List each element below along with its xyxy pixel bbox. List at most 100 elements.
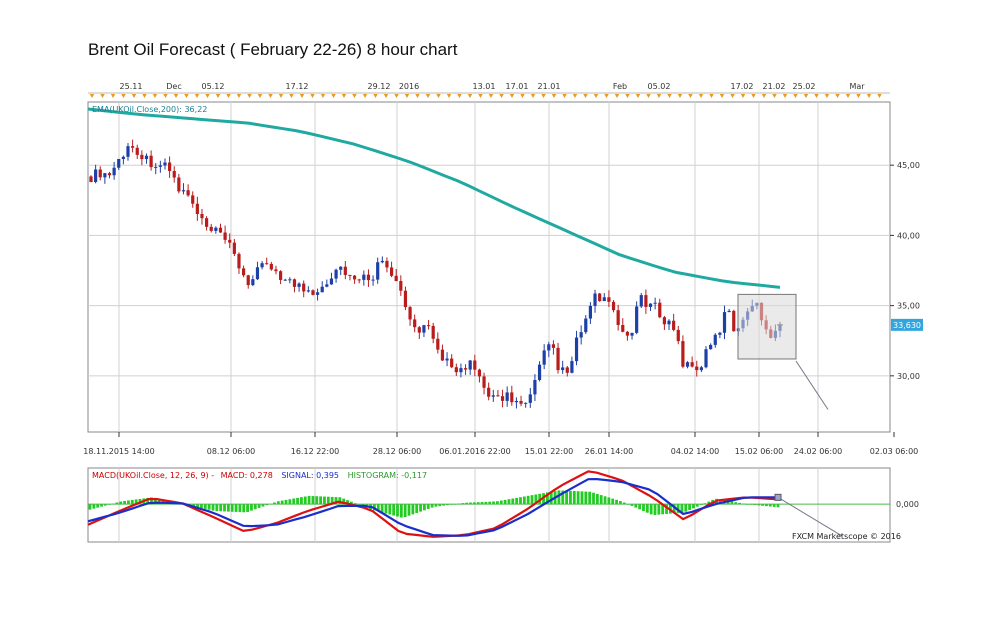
candle-body: [630, 332, 634, 336]
histogram-bar: [665, 504, 668, 514]
histogram-bar: [376, 504, 380, 512]
candle-body: [463, 368, 468, 370]
top-axis-marker: [740, 94, 746, 98]
price-forecast-line: [795, 360, 829, 410]
histogram-bar: [761, 504, 765, 506]
histogram-bar: [96, 504, 100, 508]
candle-body: [325, 284, 329, 287]
candle-body: [482, 376, 486, 388]
histogram-bar: [330, 496, 334, 505]
candle-body: [403, 290, 408, 308]
candle-body: [385, 260, 389, 268]
candle-body: [510, 392, 514, 403]
histogram-bar: [557, 490, 561, 505]
histogram-bar: [323, 496, 326, 505]
histogram-bar: [442, 504, 446, 506]
candle-body: [246, 275, 250, 286]
candle-body: [551, 344, 556, 348]
histogram-bar: [484, 501, 488, 505]
candle-body: [112, 167, 116, 176]
candle-body: [426, 325, 431, 327]
histogram-bar: [422, 504, 426, 511]
top-axis-marker: [446, 94, 452, 98]
histogram-bar: [134, 499, 138, 505]
top-axis-marker: [835, 94, 840, 98]
candle-body: [565, 367, 569, 373]
candle-body: [334, 269, 338, 279]
histogram-bar: [461, 503, 465, 505]
histogram-bar: [622, 502, 626, 505]
candle-body: [168, 162, 172, 171]
histogram-bar: [211, 504, 215, 511]
candle-body: [625, 331, 630, 336]
histogram-bar: [157, 498, 161, 505]
price-ytick-label: 45,00: [897, 161, 920, 170]
histogram-bar: [503, 499, 507, 505]
candle-body: [154, 166, 158, 168]
top-axis-marker: [373, 94, 378, 98]
histogram-bar: [346, 500, 349, 505]
candle-body: [399, 281, 403, 291]
top-axis-marker: [331, 94, 336, 98]
top-date-label: 21.02: [763, 82, 786, 91]
histogram-bar: [642, 504, 645, 512]
candle-body: [533, 379, 537, 395]
candle-body: [722, 312, 727, 333]
top-date-label: 25.02: [793, 82, 816, 91]
candle-body: [542, 350, 546, 365]
top-axis-marker: [709, 94, 714, 98]
candle-body: [352, 275, 357, 280]
histogram-bar: [215, 504, 219, 512]
histogram-bar: [123, 500, 126, 505]
histogram-bar: [261, 504, 265, 507]
top-axis-marker: [677, 94, 683, 98]
candle-body: [283, 279, 287, 281]
candle-body: [519, 400, 523, 404]
top-axis-marker: [509, 94, 515, 98]
bottom-date-label: 08.12 06:00: [207, 447, 256, 456]
macd-panel: MACD(UKOil.Close, 12, 26, 9) - MACD: 0,2…: [87, 467, 919, 543]
histogram-bar: [200, 504, 203, 509]
histogram-bar: [776, 504, 780, 508]
candle-body: [357, 279, 361, 281]
top-date-label: Dec: [166, 82, 181, 91]
top-axis-marker: [131, 94, 137, 98]
candle-body: [505, 392, 509, 401]
top-axis-marker: [656, 94, 662, 98]
candle-body: [699, 367, 703, 371]
top-axis-marker: [803, 94, 809, 98]
candle-body: [311, 290, 315, 295]
histogram-bar: [515, 497, 519, 505]
histogram-bar: [676, 504, 680, 513]
histogram-bar: [657, 504, 661, 515]
candle-body: [255, 267, 260, 280]
candle-body: [195, 203, 199, 214]
top-date-label: 17.01: [506, 82, 529, 91]
histogram-bar: [707, 501, 711, 505]
candle-body: [191, 195, 195, 204]
candle-body: [561, 367, 565, 371]
candle-body: [274, 269, 278, 272]
candle-body: [265, 263, 269, 265]
candle-body: [172, 170, 176, 178]
candle-body: [685, 362, 690, 367]
candle-body: [214, 227, 218, 231]
price-ytick-label: 35,00: [897, 302, 920, 311]
top-axis-marker: [226, 94, 231, 98]
histogram-bar: [415, 504, 419, 513]
candle-body: [94, 169, 98, 183]
price-panel: EMA(UKOil.Close,200): 36,22 45,00 40,00 35…: [87, 101, 923, 433]
top-axis-marker: [89, 94, 95, 98]
candle-body: [223, 232, 227, 240]
top-axis-marker: [866, 94, 872, 98]
candle-body: [514, 400, 519, 403]
histogram-bar: [480, 502, 484, 505]
top-date-label: 05.02: [648, 82, 671, 91]
histogram-value-label: HISTOGRAM: -0,117: [348, 471, 427, 480]
candle-body: [468, 360, 472, 370]
histogram-bar: [507, 499, 511, 505]
histogram-bar: [253, 504, 257, 510]
price-plot-area: [87, 101, 891, 433]
signal-value-label: SIGNAL: 0,395: [281, 471, 339, 480]
top-axis-marker: [761, 94, 767, 98]
